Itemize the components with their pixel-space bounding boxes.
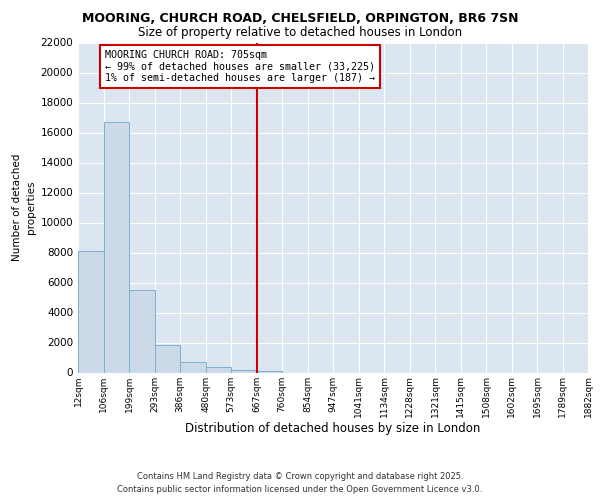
Text: Contains HM Land Registry data © Crown copyright and database right 2025.
Contai: Contains HM Land Registry data © Crown c… (118, 472, 482, 494)
Y-axis label: Number of detached
properties: Number of detached properties (12, 154, 36, 261)
Text: MOORING, CHURCH ROAD, CHELSFIELD, ORPINGTON, BR6 7SN: MOORING, CHURCH ROAD, CHELSFIELD, ORPING… (82, 12, 518, 26)
Bar (104, 122, 129, 372)
Text: Size of property relative to detached houses in London: Size of property relative to detached ho… (138, 26, 462, 39)
Bar (155, 345, 180, 372)
Bar (231, 370, 257, 372)
Bar (206, 366, 231, 372)
Bar (257, 371, 282, 372)
X-axis label: Distribution of detached houses by size in London: Distribution of detached houses by size … (185, 422, 481, 434)
Bar (180, 362, 206, 372)
Text: MOORING CHURCH ROAD: 705sqm
← 99% of detached houses are smaller (33,225)
1% of : MOORING CHURCH ROAD: 705sqm ← 99% of det… (105, 50, 375, 83)
Bar (129, 290, 155, 372)
Bar (78, 251, 104, 372)
